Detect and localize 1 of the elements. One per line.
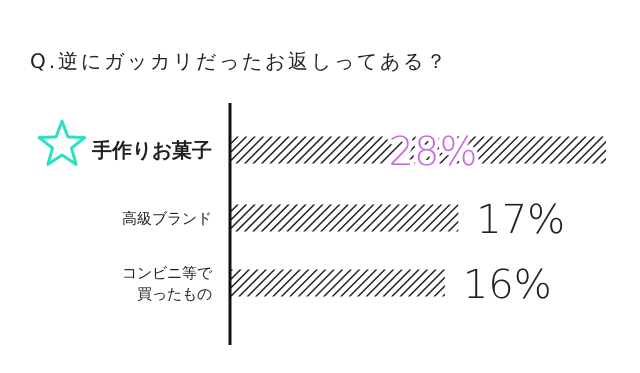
title: Q.逆にガッカリだったお返しってある？	[30, 49, 450, 73]
